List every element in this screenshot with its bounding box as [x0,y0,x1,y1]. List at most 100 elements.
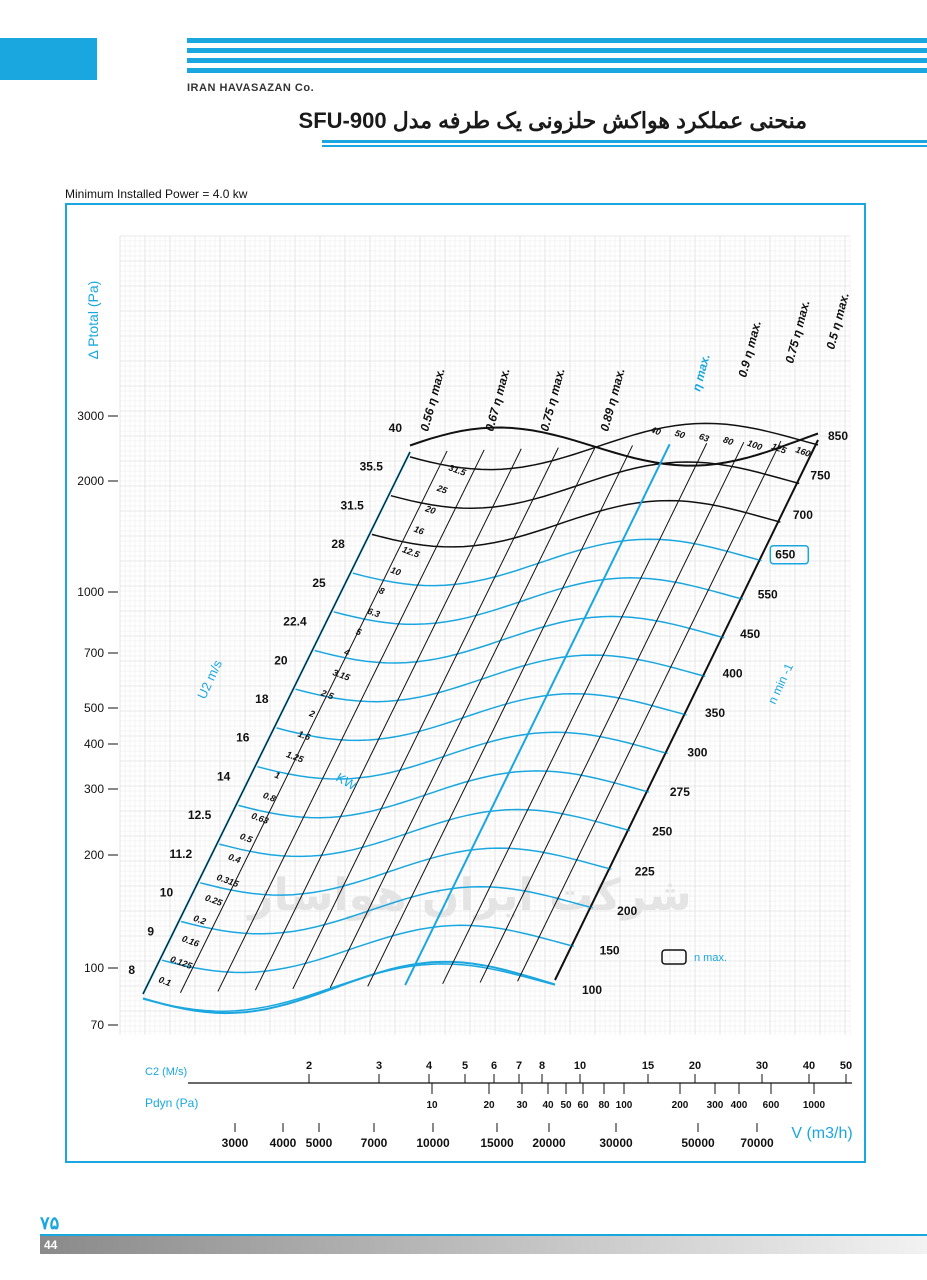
x-tick-label: 3000 [222,1136,249,1150]
company-name: IRAN HAVASAZAN Co. [187,82,315,94]
legend-label: n max. [694,952,727,964]
speed-curve [295,654,706,703]
y-tick-label: 300 [84,782,104,796]
header-tab-block [0,38,97,80]
c2-tick-label: 8 [539,1060,545,1072]
x-tick-label: 7000 [361,1136,388,1150]
c2-tick-label: 5 [462,1060,468,1072]
pdyn-tick-label: 20 [483,1100,495,1111]
power-label: 50 [673,428,686,441]
tip-speed-label: 11.2 [170,847,193,861]
tip-speed-label: 35.5 [360,460,384,474]
power-label: 4 [342,646,351,657]
tip-speed-label: 22.4 [283,615,307,629]
x-tick-label: 10000 [416,1136,450,1150]
efficiency-line [367,445,633,987]
efficiency-line [292,447,559,990]
pdyn-tick-label: 10 [426,1100,438,1111]
title-underline [322,140,927,143]
legend-box [661,949,687,965]
footer-bar [40,1236,927,1254]
speed-curve [238,770,650,819]
speed-label: 750 [810,469,830,483]
pdyn-tick-label: 40 [542,1100,554,1111]
tip-speed-label: 12.5 [188,808,212,822]
efficiency-label: 0.67 η max. [482,367,512,433]
pdyn-tick-label: 30 [516,1100,528,1111]
speed-curve [371,499,781,548]
y-tick-label: 700 [84,646,104,660]
speed-curve [161,924,574,974]
power-label: 0.5 [239,831,255,845]
tip-speed-label: 9 [147,924,154,938]
efficiency-label: 0.89 η max. [597,367,627,433]
speed-label: 650 [775,548,795,562]
speed-curve [180,885,593,935]
c2-tick-label: 3 [376,1060,382,1072]
efficiency-line [142,451,411,995]
power-label: 160 [794,444,812,459]
power-label: 25 [435,483,450,497]
speed-label: 100 [582,983,602,997]
tip-speed-label: 16 [236,731,250,745]
c2-tick-label: 6 [491,1060,497,1072]
y-tick-label: 400 [84,737,104,751]
min-installed-power: Minimum Installed Power = 4.0 kw [65,187,248,201]
tip-speed-label: 20 [274,653,288,667]
speed-label: 250 [652,825,672,839]
speed-label: 400 [723,666,743,680]
x-tick-label: 70000 [740,1136,774,1150]
efficiency-line [180,450,448,993]
highlight-box [769,544,810,565]
y-tick-label: 500 [84,701,104,715]
y-tick-label: 100 [84,961,104,975]
x-tick-label: 4000 [270,1136,297,1150]
x-tick-label: 20000 [532,1136,566,1150]
efficiency-line [217,449,485,992]
power-label: 1.6 [297,729,313,743]
speed-label: 450 [740,627,760,641]
speed-curve [276,692,687,742]
c2-tick-label: 40 [803,1060,815,1072]
efficiency-line [479,441,745,983]
power-label: 1 [273,770,281,781]
x-axis-label: V (m3/h) [791,1125,852,1142]
efficiency-line [404,443,671,986]
power-label: 5 [355,626,364,637]
power-label: 16 [413,524,427,537]
efficiency-line [517,440,782,982]
chart-frame [65,203,866,1163]
efficiency-line [554,439,819,981]
footer-page-number: 44 [44,1238,58,1252]
tip-speed-label: 31.5 [340,498,364,512]
footer-page-fa: ۷۵ [40,1213,60,1233]
power-label: 6.3 [366,606,381,620]
x-tick-label: 15000 [480,1136,514,1150]
pdyn-tick-label: 100 [616,1100,633,1111]
pdyn-tick-label: 80 [598,1100,610,1111]
title-underline [322,145,927,147]
upper-boundary-curve [409,426,819,467]
power-axis-label: KW [334,770,360,794]
y-tick-label: 2000 [77,474,104,488]
y-tick-label: 3000 [77,409,104,423]
speed-label: 350 [705,706,725,720]
efficiency-line [254,448,522,991]
efficiency-label: η max. [689,352,712,392]
speed-curve [409,422,819,471]
pdyn-tick-label: 200 [672,1100,689,1111]
c2-tick-label: 4 [426,1060,433,1072]
power-label: 0.125 [169,954,195,971]
speed-label: 225 [635,864,655,878]
speed-label: 850 [828,429,848,443]
power-label: 12.5 [401,544,422,560]
header-stripe [187,68,927,73]
efficiency-label: 0.75 η max. [782,299,812,365]
power-label: 0.1 [157,974,172,988]
tip-speed-label: 8 [128,963,135,977]
efficiency-label: 0.9 η max. [735,319,764,379]
power-label: 2.5 [319,687,336,701]
c2-tick-label: 50 [840,1060,852,1072]
tip-speed-label: 14 [217,769,231,783]
speed-curve [219,808,631,858]
